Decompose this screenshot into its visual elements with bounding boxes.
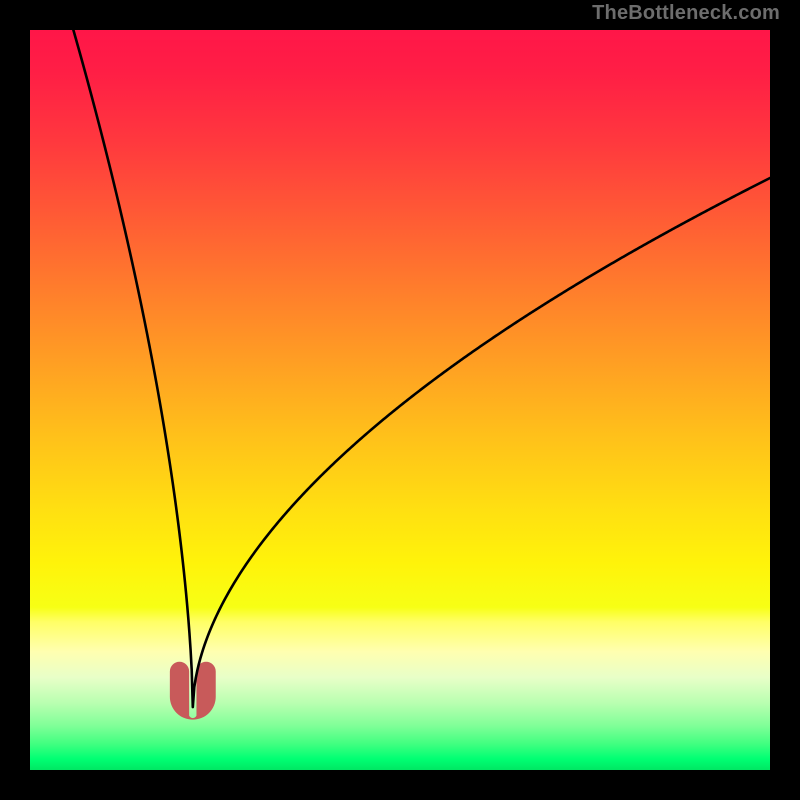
plot-area	[30, 30, 770, 770]
chart-background	[30, 30, 770, 770]
chart-frame: { "watermark": { "text": "TheBottleneck.…	[0, 0, 800, 800]
chart-svg	[30, 30, 770, 770]
watermark-text: TheBottleneck.com	[592, 2, 780, 25]
